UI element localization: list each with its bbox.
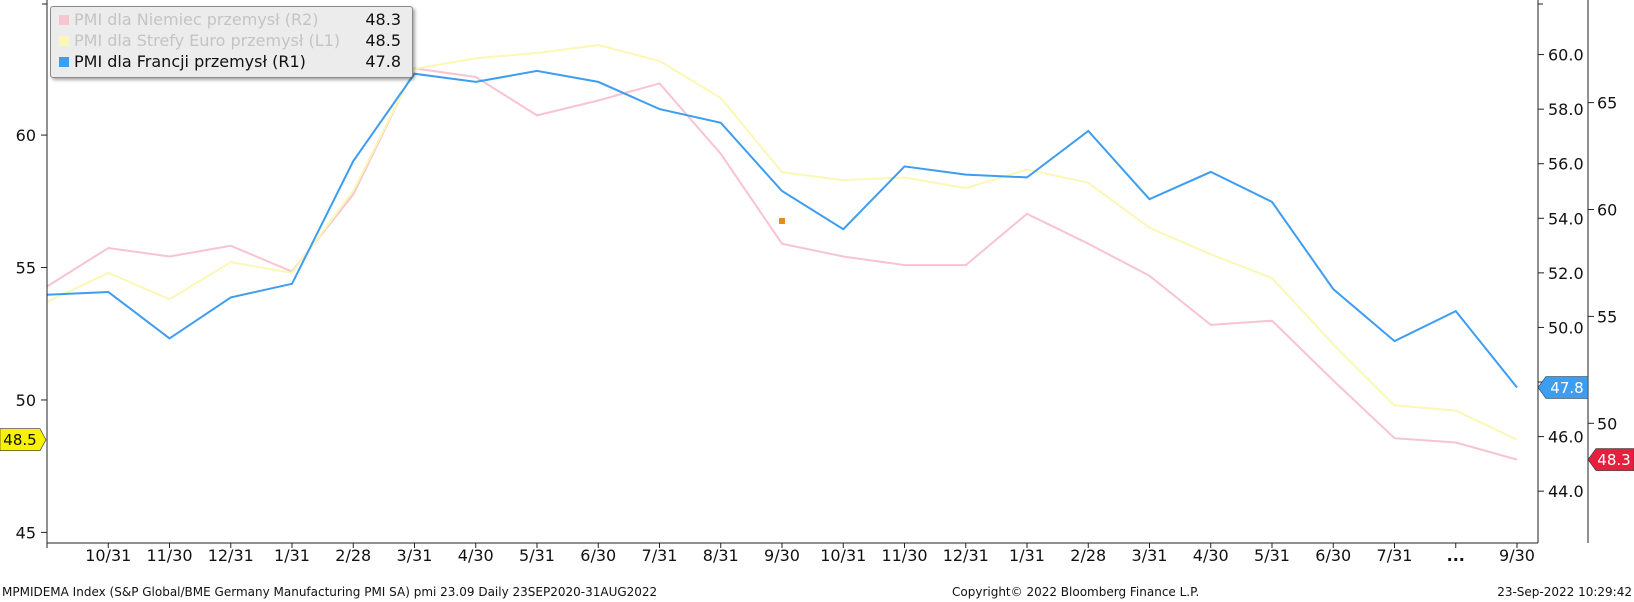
x-axis-tick-label: 1/31 bbox=[274, 546, 310, 565]
left-axis-tick-label: 50 bbox=[16, 391, 36, 410]
right-inner-axis-tick-label: 50.0 bbox=[1548, 318, 1584, 337]
axis-tag-r2 bbox=[1587, 448, 1634, 471]
right-inner-axis-tick-label: 58.0 bbox=[1548, 100, 1584, 119]
marker-point bbox=[779, 218, 785, 224]
series-line-france bbox=[46, 69, 1518, 389]
x-axis-tick-label: 6/30 bbox=[1315, 546, 1351, 565]
left-axis-tick-label: 45 bbox=[16, 523, 36, 542]
x-axis-tick-label: 8/31 bbox=[703, 546, 739, 565]
x-axis-tick-label: 12/31 bbox=[208, 546, 254, 565]
axis-tag-label-l1: 48.5 bbox=[3, 431, 36, 449]
legend-value-eurozone: 48.5 bbox=[365, 31, 401, 50]
chart: 45 50 55 60 10/31 11/30 12/31 1/31 2/28 3/31 4/30 5… bbox=[0, 0, 1634, 565]
legend-label-eurozone: PMI dla Strefy Euro przemysł (L1) bbox=[74, 31, 341, 50]
x-axis-tick-label: 6/30 bbox=[580, 546, 616, 565]
axis-tag-label-r2: 48.3 bbox=[1597, 451, 1630, 469]
x-axis-tick-label: 12/31 bbox=[943, 546, 989, 565]
axis-tag-l1 bbox=[0, 428, 47, 452]
axis-tags-layer: 48.5 47.8 48.3 bbox=[0, 376, 1634, 471]
x-axis-tick-label: 3/31 bbox=[397, 546, 433, 565]
x-axis-tick-label: 10/31 bbox=[820, 546, 866, 565]
legend-label-france: PMI dla Francji przemysł (R1) bbox=[74, 52, 306, 71]
legend: PMI dla Niemiec przemysł (R2) 48.3 PMI d… bbox=[50, 6, 413, 78]
footer-copyright: Copyright© 2022 Bloomberg Finance L.P. bbox=[952, 585, 1200, 599]
series-layer bbox=[46, 43, 1518, 461]
legend-swatch-eurozone bbox=[59, 36, 69, 46]
x-axis-tick-label: ... bbox=[1447, 546, 1465, 565]
x-axis-tick-label: 4/30 bbox=[458, 546, 494, 565]
legend-swatch-france bbox=[59, 57, 69, 67]
x-axis-tick-label: 2/28 bbox=[1070, 546, 1106, 565]
right-inner-axis-tick-label: 46.0 bbox=[1548, 428, 1584, 447]
right-outer-axis-tick-label: 60 bbox=[1597, 201, 1617, 220]
right-outer-axis-tick-label: 65 bbox=[1597, 94, 1617, 113]
x-axis-tick-label: 1/31 bbox=[1009, 546, 1045, 565]
x-axis-tick-label: 3/31 bbox=[1132, 546, 1168, 565]
right-inner-axis-tick-label: 60.0 bbox=[1548, 46, 1584, 65]
x-axis-tick-label: 11/30 bbox=[146, 546, 192, 565]
x-axis-tick-label: 9/30 bbox=[764, 546, 800, 565]
series-line-eurozone bbox=[46, 43, 1518, 441]
x-axis-tick-label: 5/31 bbox=[519, 546, 555, 565]
footer-source: MPMIDEMA Index (S&P Global/BME Germany M… bbox=[2, 585, 658, 599]
x-axis-tick-label: 5/31 bbox=[1254, 546, 1290, 565]
axis-tag-label-r1: 47.8 bbox=[1550, 379, 1583, 397]
x-axis-tick-label: 4/30 bbox=[1193, 546, 1229, 565]
left-axis-tick-label: 55 bbox=[16, 259, 36, 278]
axis-tag-r1 bbox=[1537, 376, 1589, 399]
axes-layer: 45 50 55 60 10/31 11/30 12/31 1/31 2/28 3/31 4/30 5… bbox=[16, 0, 1617, 565]
x-axis-tick-label: 2/28 bbox=[335, 546, 371, 565]
legend-item-germany: PMI dla Niemiec przemysł (R2) 48.3 bbox=[59, 10, 407, 30]
footer-timestamp: 23-Sep-2022 10:29:42 bbox=[1497, 585, 1632, 599]
legend-item-france: PMI dla Francji przemysł (R1) 47.8 bbox=[59, 52, 407, 72]
series-line-germany bbox=[46, 67, 1518, 461]
right-outer-axis-tick-label: 50 bbox=[1597, 414, 1617, 433]
x-axis-tick-label: 9/30 bbox=[1499, 546, 1535, 565]
right-inner-axis-tick-label: 56.0 bbox=[1548, 155, 1584, 174]
x-axis-tick-label: 7/31 bbox=[1377, 546, 1413, 565]
legend-swatch-germany bbox=[59, 15, 69, 25]
right-inner-axis-tick-label: 52.0 bbox=[1548, 264, 1584, 283]
legend-value-germany: 48.3 bbox=[365, 10, 401, 29]
right-outer-axis-tick-label: 55 bbox=[1597, 307, 1617, 326]
left-axis-tick-label: 60 bbox=[16, 126, 36, 145]
legend-item-eurozone: PMI dla Strefy Euro przemysł (L1) 48.5 bbox=[59, 31, 407, 51]
x-axis-tick-label: 7/31 bbox=[642, 546, 678, 565]
legend-value-france: 47.8 bbox=[365, 52, 401, 71]
right-inner-axis-tick-label: 54.0 bbox=[1548, 209, 1584, 228]
legend-label-germany: PMI dla Niemiec przemysł (R2) bbox=[74, 10, 319, 29]
x-axis-tick-label: 11/30 bbox=[881, 546, 927, 565]
right-inner-axis-tick-label: 44.0 bbox=[1548, 482, 1584, 501]
x-axis-tick-label: 10/31 bbox=[85, 546, 131, 565]
